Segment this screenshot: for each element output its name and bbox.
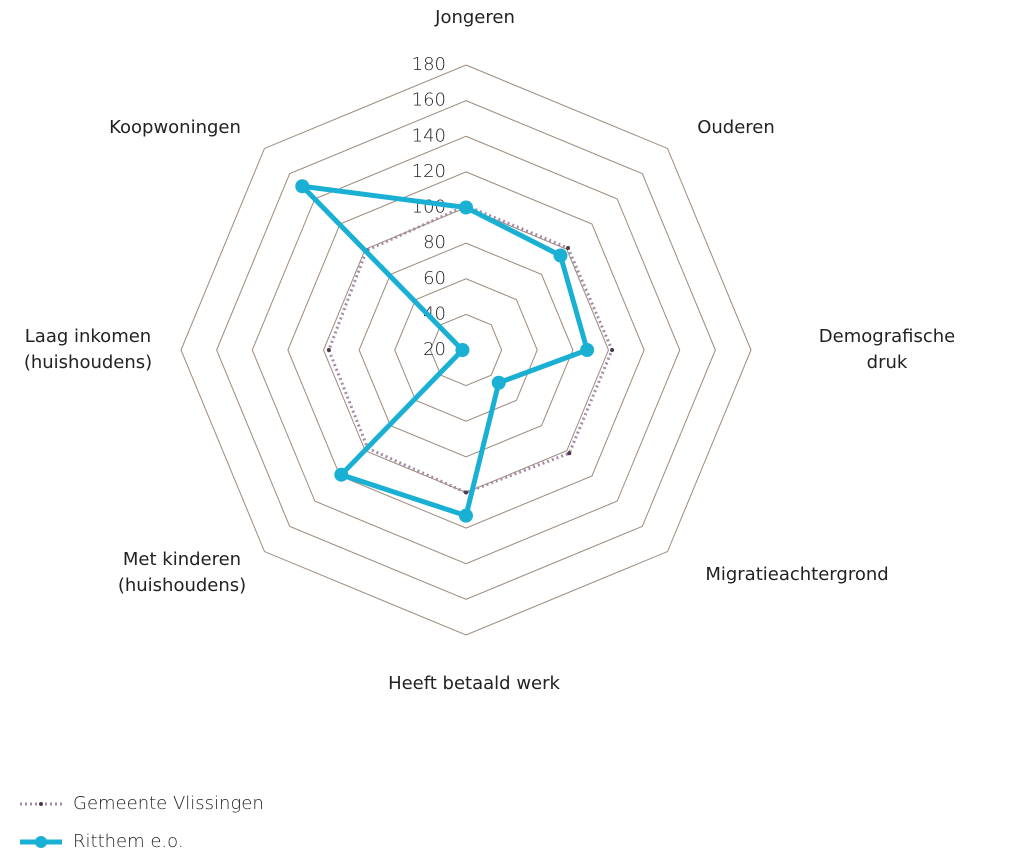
- r-tick-label: 120: [412, 161, 446, 182]
- r-tick-label: 60: [423, 268, 446, 289]
- axis-label: Ouderen: [697, 117, 775, 138]
- grid-ring: [251, 135, 681, 565]
- series-point: [580, 343, 595, 357]
- r-tick-label: 80: [423, 232, 446, 253]
- r-tick-label: 140: [412, 125, 446, 146]
- legend-marker: [39, 802, 43, 806]
- series-point: [334, 467, 349, 482]
- series-point: [610, 348, 615, 352]
- axis-label: Laag inkomen (huishoudens): [23, 326, 153, 373]
- r-tick-label: 180: [412, 54, 446, 75]
- series-point: [295, 179, 310, 194]
- series-point: [459, 200, 473, 215]
- series: [295, 179, 595, 523]
- axis-label: Heeft betaald werk: [388, 673, 560, 694]
- legend-label: Gemeente Vlissingen: [73, 793, 264, 814]
- legend-marker: [35, 836, 47, 848]
- grid-ring: [216, 100, 716, 600]
- grid-ring: [287, 171, 645, 529]
- axis-label: Demografische druk: [818, 326, 956, 373]
- axis-label: Met kinderen (huishoudens): [117, 549, 247, 596]
- series-point: [567, 451, 572, 456]
- grid-ring: [429, 313, 503, 387]
- series-point: [459, 508, 473, 523]
- r-tick-label: 20: [423, 339, 446, 360]
- series-point: [553, 248, 568, 263]
- axis-label: Migratieachtergrond: [705, 564, 889, 585]
- series-point: [464, 490, 468, 495]
- grid-ring: [394, 278, 538, 422]
- r-tick-label: 160: [412, 90, 446, 111]
- grid-ring: [180, 64, 752, 636]
- series-point: [491, 375, 506, 390]
- axis-label: Koopwoningen: [109, 117, 241, 138]
- series-point: [326, 348, 331, 352]
- legend-label: Ritthem e.o.: [73, 831, 184, 852]
- grid-ring: [358, 242, 574, 458]
- series-point: [566, 245, 571, 250]
- axis-label: Jongeren: [435, 7, 515, 28]
- series-point: [455, 343, 470, 357]
